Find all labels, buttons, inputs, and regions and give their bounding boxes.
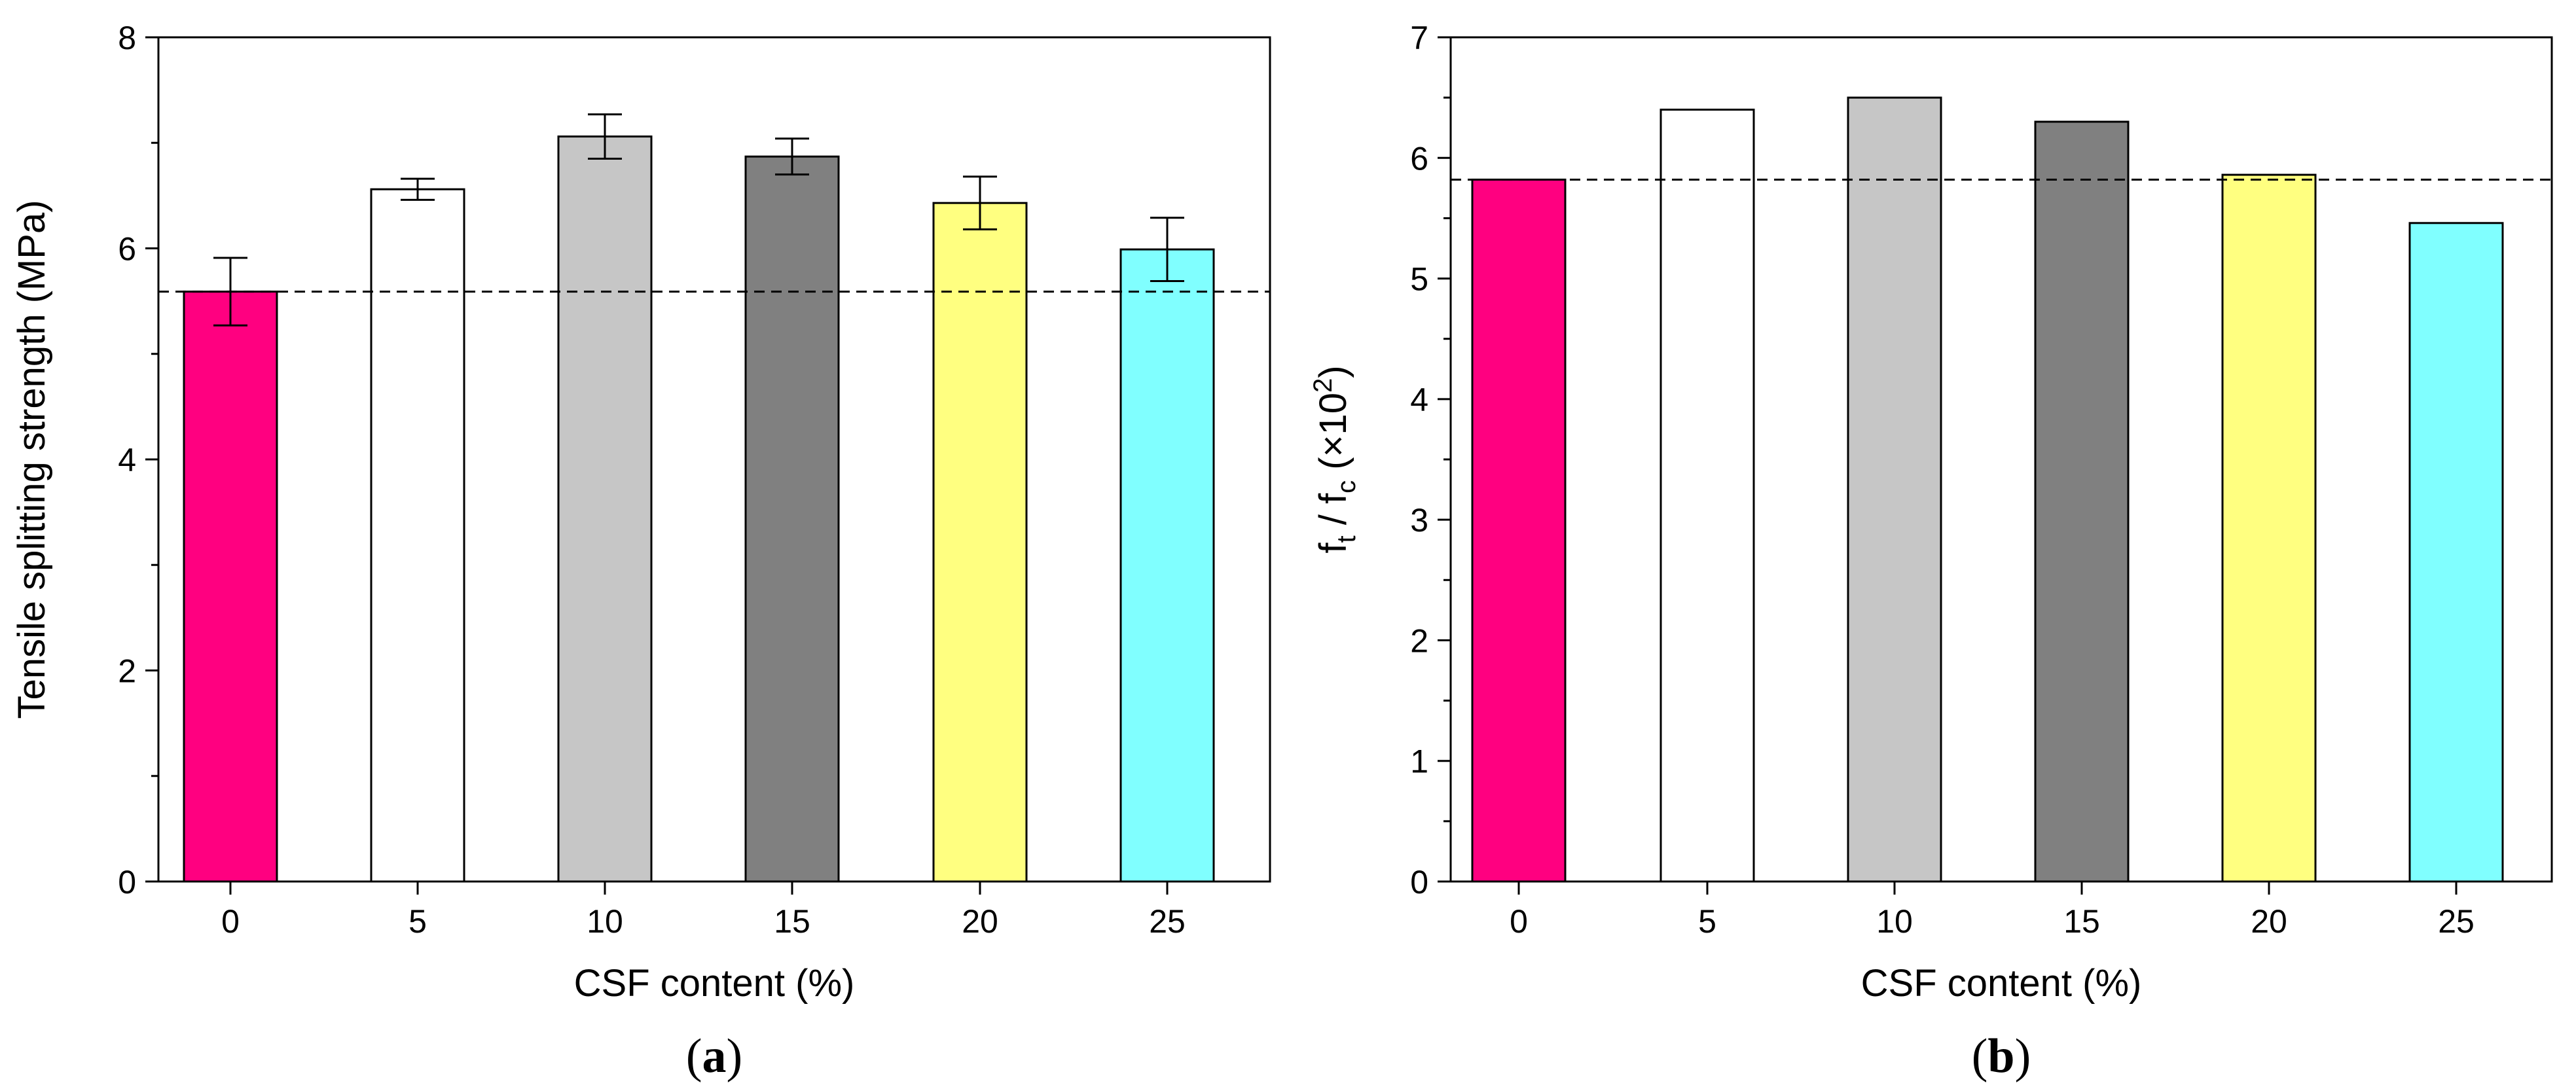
chart-a-y-axis-title: Tensile splitting strength (MPa) xyxy=(10,200,53,719)
y-tick-label: 1 xyxy=(1410,743,1428,780)
bar-20 xyxy=(932,202,1028,883)
x-tick-label: 0 xyxy=(221,903,240,940)
x-tick-label: 10 xyxy=(1876,903,1913,940)
y-title-sub-c: c xyxy=(1332,480,1361,493)
chart-a-error-bars xyxy=(213,113,1184,327)
bar-25 xyxy=(1119,248,1215,883)
y-title-close: ) xyxy=(1312,365,1354,378)
error-bar-25 xyxy=(1150,217,1184,282)
x-tick-label: 15 xyxy=(2063,903,2100,940)
chart-b-y-axis-title: ft / fc (×102) xyxy=(1309,365,1361,553)
y-tick-label: 8 xyxy=(118,20,136,56)
chart-a: 0 2 4 6 8 0 5 10 15 20 25 CSF content (%) Tensile… xyxy=(10,20,1271,1083)
y-title-f2: f xyxy=(1312,493,1354,504)
bar-0 xyxy=(1471,178,1567,883)
chart-b-x-axis-title: CSF content (%) xyxy=(1861,962,2142,1005)
y-tick-label: 2 xyxy=(1410,622,1428,659)
bar-15 xyxy=(744,155,840,883)
y-title-f1: f xyxy=(1312,543,1354,554)
error-bar-15 xyxy=(775,137,809,176)
y-tick-label: 4 xyxy=(1410,382,1428,418)
chart-a-panel-label: (a) xyxy=(686,1029,742,1083)
y-title-sep: / xyxy=(1312,504,1354,535)
chart-b-x-ticks: 0 5 10 15 20 25 xyxy=(1510,882,2475,940)
x-tick-label: 10 xyxy=(587,903,623,940)
y-tick-label: 3 xyxy=(1410,502,1428,539)
y-title-sub-t: t xyxy=(1332,535,1361,543)
bar-5 xyxy=(370,188,465,883)
bar-10 xyxy=(557,135,653,883)
chart-a-plot-frame xyxy=(157,36,1271,883)
x-tick-label: 25 xyxy=(2438,903,2475,940)
chart-b-bars xyxy=(1471,96,2504,883)
error-bar-20 xyxy=(963,175,997,230)
bar-25 xyxy=(2408,222,2504,883)
y-tick-label: 6 xyxy=(118,231,136,268)
chart-a-x-ticks: 0 5 10 15 20 25 xyxy=(221,882,1186,940)
chart-b-panel-label: (b) xyxy=(1972,1029,2031,1083)
bar-5 xyxy=(1660,109,1755,883)
bar-10 xyxy=(1847,96,1942,883)
chart-a-x-axis-title: CSF content (%) xyxy=(574,962,855,1005)
chart-b-y-ticks: 0 1 2 3 4 5 6 7 xyxy=(1410,20,1451,900)
x-tick-label: 15 xyxy=(774,903,810,940)
bar-20 xyxy=(2221,173,2317,883)
y-tick-label: 2 xyxy=(118,653,136,690)
x-tick-label: 0 xyxy=(1510,903,1528,940)
x-tick-label: 5 xyxy=(1698,903,1716,940)
chart-a-panel-letter: a xyxy=(702,1029,727,1083)
x-tick-label: 20 xyxy=(962,903,998,940)
error-bar-5 xyxy=(401,177,435,201)
chart-b-plot-frame xyxy=(1449,36,2553,883)
y-tick-label: 6 xyxy=(1410,140,1428,177)
y-tick-label: 0 xyxy=(1410,864,1428,900)
x-tick-label: 25 xyxy=(1149,903,1186,940)
bar-15 xyxy=(2034,120,2130,883)
y-tick-label: 0 xyxy=(118,864,136,900)
bar-0 xyxy=(183,291,278,883)
chart-a-bars xyxy=(183,135,1215,883)
y-title-sup: 2 xyxy=(1309,378,1337,393)
y-title-mult: (×10 xyxy=(1312,393,1354,480)
x-tick-label: 5 xyxy=(408,903,427,940)
y-tick-label: 5 xyxy=(1410,261,1428,298)
x-tick-label: 20 xyxy=(2251,903,2287,940)
y-tick-label: 7 xyxy=(1410,20,1428,56)
error-bar-10 xyxy=(588,113,622,160)
y-tick-label: 4 xyxy=(118,442,136,478)
chart-b-panel-letter: b xyxy=(1987,1029,2014,1083)
chart-a-y-ticks: 0 2 4 6 8 xyxy=(118,20,158,900)
